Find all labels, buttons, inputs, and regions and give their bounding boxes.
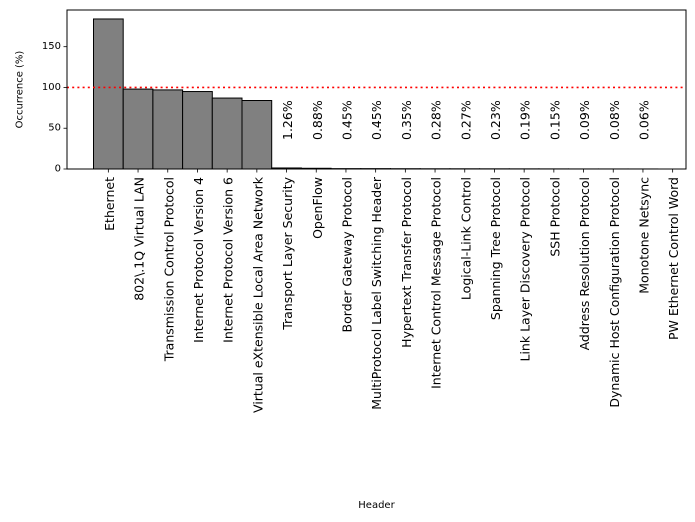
bar-2: [152, 89, 184, 170]
bar-value-label-17: 0.08%: [607, 100, 622, 140]
plot-frame: [66, 9, 687, 170]
bar-5: [241, 100, 273, 170]
x-axis: Ethernet 802\.1Q Virtual LAN Transmission …: [102, 169, 681, 413]
bar-value-label-7: 0.88%: [310, 100, 325, 140]
x-tick-label-17: Dynamic Host Configuration Protocol: [607, 177, 622, 408]
y-axis-title: Occurrence (%): [15, 51, 26, 129]
x-tick-label-3: Internet Protocol Version 4: [191, 177, 206, 343]
bar-value-label-10: 0.35%: [399, 100, 414, 140]
x-tick-label-0: Ethernet: [102, 177, 117, 231]
bar-3: [182, 91, 213, 170]
bar-value-label-16: 0.09%: [577, 100, 592, 140]
bar-1: [122, 88, 154, 170]
x-tick-label-6: Transport Layer Security: [280, 176, 295, 330]
x-tick-label-7: OpenFlow: [310, 177, 325, 239]
x-tick-label-4: Internet Protocol Version 6: [221, 177, 236, 343]
x-tick-label-15: SSH Protocol: [547, 177, 562, 257]
x-tick-label-13: Spanning Tree Protocol: [488, 177, 503, 320]
bar-value-label-14: 0.19%: [518, 100, 533, 140]
x-tick-label-2: Transmission Control Protocol: [161, 177, 176, 362]
x-tick-label-12: Logical-Link Control: [458, 177, 473, 300]
bar-value-label-9: 0.45%: [369, 100, 384, 140]
x-tick-label-11: Internet Control Message Protocol: [429, 177, 444, 389]
x-tick-label-10: Hypertext Transfer Protocol: [399, 177, 414, 348]
x-tick-label-18: Monotone Netsync: [636, 177, 651, 294]
bar-0: [93, 18, 124, 170]
bar-value-label-11: 0.28%: [429, 100, 444, 140]
bar-value-label-15: 0.15%: [547, 100, 562, 140]
y-tick-label-1: 50: [48, 123, 61, 134]
x-axis-title: Header: [358, 500, 395, 511]
bar-value-label-6: 1.26%: [280, 100, 295, 140]
x-tick-label-5: Virtual eXtensible Local Area Network: [250, 176, 265, 413]
bar-value-label-18: 0.06%: [636, 100, 651, 140]
y-axis: 0 50 100 150: [42, 41, 67, 175]
x-tick-label-8: Border Gateway Protocol: [339, 177, 354, 332]
x-tick-label-19: PW Ethernet Control Word: [666, 177, 681, 340]
bar-labels-layer: 1.26% 0.88% 0.45% 0.45% 0.35% 0.28% 0.27% 0.23%…: [280, 100, 651, 140]
y-tick-label-2: 100: [42, 82, 61, 93]
x-tick-label-14: Link Layer Discovery Protocol: [518, 177, 533, 362]
x-tick-label-1: 802\.1Q Virtual LAN: [132, 177, 147, 301]
x-tick-label-9: MultiProtocol Label Switching Header: [369, 176, 384, 410]
bar-value-label-8: 0.45%: [339, 100, 354, 140]
bar-4: [211, 97, 243, 170]
x-tick-label-16: Address Resolution Protocol: [577, 177, 592, 350]
bar-value-label-12: 0.27%: [458, 100, 473, 140]
y-tick-label-0: 0: [55, 164, 61, 175]
bars-layer: [93, 18, 659, 170]
bar-value-label-13: 0.23%: [488, 100, 503, 140]
y-tick-label-3: 150: [42, 41, 61, 52]
